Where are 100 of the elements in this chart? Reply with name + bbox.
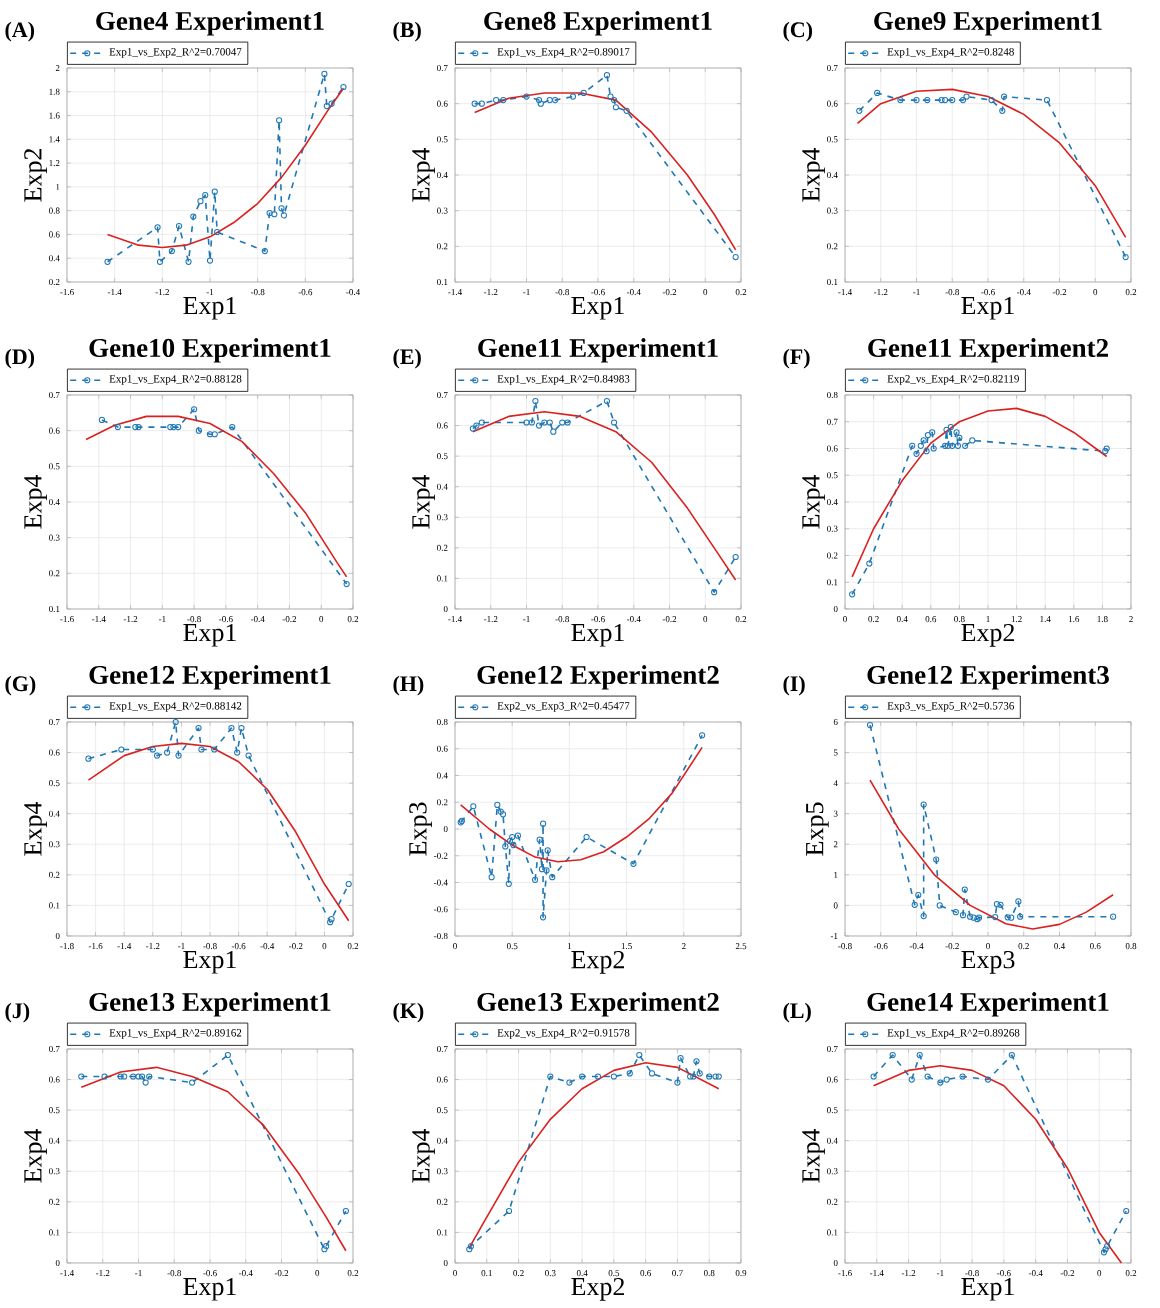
x-tick-label: 0.3	[545, 1270, 556, 1277]
point	[328, 100, 335, 107]
point	[969, 437, 976, 444]
point	[175, 423, 182, 431]
point	[130, 1073, 137, 1080]
point	[970, 914, 977, 921]
point	[278, 205, 285, 212]
y-tick-label: 0.8	[437, 718, 448, 726]
point	[321, 70, 328, 78]
chart-title: Gene11 Experiment1	[478, 338, 718, 363]
point	[937, 1079, 944, 1086]
point	[959, 1073, 966, 1080]
x-tick-label: -0.4	[346, 289, 360, 296]
point	[98, 416, 106, 424]
point	[543, 867, 550, 874]
point	[909, 442, 916, 449]
y-tick-label: 1.4	[49, 136, 60, 143]
point	[499, 811, 507, 818]
point	[505, 1207, 513, 1215]
point	[523, 93, 530, 100]
y-tick-label: 0.8	[49, 207, 60, 214]
x-tick-label: -1	[936, 1270, 944, 1276]
point	[961, 886, 968, 893]
x-tick-label: -0.4	[1028, 1270, 1043, 1277]
point	[954, 442, 962, 449]
point	[493, 96, 500, 104]
point	[610, 1073, 617, 1080]
point	[1017, 913, 1024, 920]
point	[132, 423, 139, 431]
x-tick-label: -1.2	[95, 1270, 110, 1277]
y-tick-label: -0.4	[434, 879, 448, 886]
x-tick-label: -1.2	[873, 289, 888, 296]
point	[467, 1243, 474, 1250]
y-axis-title: Exp4	[802, 1128, 825, 1183]
x-tick-label: -0.6	[997, 1270, 1011, 1277]
x-tick-label: -0.8	[555, 616, 570, 623]
point	[321, 1246, 328, 1253]
x-tick-label: -0.8	[187, 616, 201, 623]
y-tick-label: 0.5	[437, 1107, 448, 1114]
y-tick-label: -0.2	[434, 852, 448, 859]
text: (K)	[393, 1002, 424, 1023]
point	[944, 442, 952, 449]
chart-title: Gene12 Experiment3	[867, 665, 1109, 690]
y-tick-label: 1.6	[49, 112, 60, 119]
point	[546, 96, 553, 104]
point	[552, 96, 559, 104]
point	[266, 209, 273, 217]
point	[532, 398, 539, 405]
point	[920, 801, 927, 808]
y-tick-label: 1	[834, 871, 838, 878]
point	[924, 432, 932, 439]
y-tick-label: 0.4	[437, 171, 448, 179]
line-series	[869, 779, 1114, 930]
line-series	[459, 746, 703, 863]
point	[1015, 898, 1022, 905]
point	[607, 93, 614, 100]
chart-title: Gene13 Experiment2	[477, 992, 719, 1017]
line-series	[473, 92, 737, 251]
x-tick-label: -1.6	[60, 616, 74, 623]
point	[943, 1076, 950, 1083]
point	[138, 1073, 146, 1080]
x-tick-label: 0	[1093, 289, 1098, 296]
point	[175, 752, 182, 759]
point	[117, 1073, 124, 1080]
point	[121, 1073, 128, 1080]
point	[478, 100, 485, 107]
y-tick-label: 0.3	[827, 525, 838, 532]
x-tick-label: -0.4	[626, 289, 641, 296]
line-series	[85, 415, 348, 578]
point	[569, 93, 577, 100]
point	[323, 102, 330, 110]
chart-title: Gene12 Experiment2	[477, 665, 719, 690]
x-tick-label: -1.2	[146, 943, 160, 950]
point	[528, 419, 535, 426]
x-tick-label: -0.2	[282, 616, 297, 623]
y-tick-label: 0.3	[437, 514, 448, 521]
point	[261, 247, 268, 255]
y-tick-label: 1	[56, 183, 60, 190]
x-tick-label: -0.2	[274, 1270, 289, 1277]
x-tick-label: -1.4	[117, 943, 132, 950]
point	[340, 83, 347, 91]
x-tick-label: -0.8	[965, 1270, 979, 1277]
x-tick-label: -0.2	[662, 616, 677, 623]
x-tick-label: 0	[703, 616, 708, 623]
point	[343, 580, 350, 588]
y-tick-label: 0.6	[437, 422, 448, 429]
x-tick-label: -1.6	[60, 289, 74, 296]
point	[732, 253, 739, 261]
point	[930, 445, 937, 452]
x-tick-label: -1.4	[60, 1270, 74, 1277]
point	[866, 721, 874, 729]
y-axis-title: Exp4	[412, 147, 435, 202]
x-tick-label: -1.6	[88, 943, 103, 950]
y-tick-label: 0.2	[49, 570, 60, 577]
y-tick-label: 0.6	[49, 1076, 60, 1083]
point	[984, 1076, 992, 1083]
point	[135, 423, 142, 431]
point	[917, 442, 924, 449]
point	[538, 866, 546, 873]
y-tick-label: 0.3	[49, 841, 60, 848]
